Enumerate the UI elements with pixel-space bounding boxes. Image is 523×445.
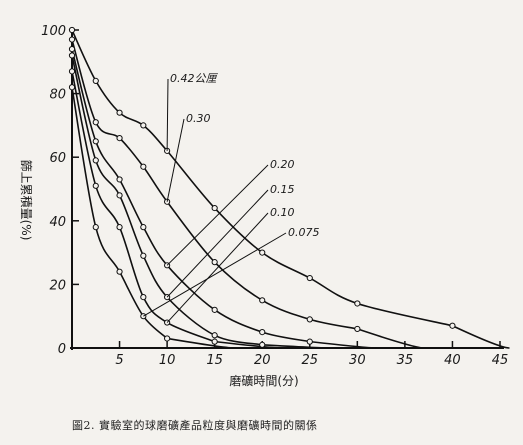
data-point: [259, 329, 266, 336]
figure-caption: 圖2. 實驗室的球磨礦產品粒度與磨礦時間的關係: [72, 419, 318, 432]
data-point: [354, 325, 361, 333]
series-label-leader: [166, 78, 169, 151]
data-point: [116, 135, 123, 142]
chart: 0 20 40 60 80 100 5 10 15 20 25 30 35 40 45 0.42公厘 0.30…: [19, 24, 510, 388]
data-point: [259, 249, 266, 256]
data-point: [306, 316, 313, 323]
data-point: [354, 300, 361, 307]
series-label: 0.42公厘: [170, 72, 218, 85]
series-label: 0.30: [186, 112, 211, 125]
y-tick-label: 60: [49, 151, 66, 166]
data-point: [92, 138, 99, 145]
x-tick-label: 30: [349, 353, 366, 368]
data-point: [211, 332, 218, 339]
data-point: [140, 294, 147, 301]
data-point: [116, 192, 123, 199]
data-point: [259, 341, 266, 348]
series-label: 0.10: [270, 206, 295, 219]
y-tick-label: 80: [49, 88, 66, 103]
x-tick-label: 45: [492, 353, 509, 368]
data-point: [92, 77, 99, 84]
data-point: [140, 122, 147, 129]
data-point: [92, 182, 99, 189]
x-tick-label: 40: [444, 353, 461, 368]
data-point: [140, 163, 147, 170]
series-label-leader: [166, 212, 269, 323]
data-point: [211, 204, 218, 212]
data-point: [259, 297, 266, 304]
series-label-leader: [143, 232, 287, 317]
series-label: 0.15: [270, 183, 295, 196]
data-point: [449, 322, 456, 329]
series-label-leader: [166, 189, 269, 298]
data-point: [68, 26, 76, 34]
data-point: [306, 338, 313, 345]
x-tick-label: 15: [206, 353, 223, 368]
data-point: [116, 109, 123, 116]
data-point: [211, 338, 218, 345]
x-axis-label: 磨礦時間(分): [229, 373, 298, 388]
x-tick-label: 20: [254, 353, 271, 368]
series-label: 0.075: [288, 226, 320, 239]
x-tick-label: 35: [397, 353, 414, 368]
series-line-2: [71, 48, 377, 349]
data-point: [68, 68, 76, 75]
data-point: [211, 306, 218, 313]
data-point: [140, 252, 147, 259]
series-label-leader: [166, 164, 269, 266]
x-tick-label: 10: [159, 353, 176, 368]
data-point: [68, 84, 76, 91]
tick-labels: 0 20 40 60 80 100 5 10 15 20 25 30 35 40 45: [41, 24, 508, 368]
data-point: [92, 157, 99, 164]
series-line-3: [71, 55, 329, 349]
series-points: [68, 26, 456, 348]
data-point: [92, 224, 99, 231]
data-point: [68, 45, 76, 53]
data-point: [116, 268, 123, 275]
x-tick-label: 25: [302, 353, 319, 368]
series-line-5: [71, 87, 234, 349]
data-point: [140, 313, 147, 320]
series-label-leader: [166, 118, 185, 202]
data-point: [116, 176, 123, 183]
data-point: [140, 224, 147, 231]
series-label: 0.20: [270, 158, 295, 171]
x-tick-label: 5: [115, 353, 123, 368]
data-point: [211, 259, 218, 266]
data-point: [306, 274, 313, 282]
data-point: [92, 119, 99, 126]
y-tick-label: 100: [41, 24, 66, 39]
data-point: [164, 335, 171, 342]
y-tick-label: 0: [58, 342, 66, 357]
series-labels: 0.42公厘 0.30 0.20 0.15 0.10 0.075: [143, 72, 320, 323]
data-point: [68, 52, 76, 59]
data-point: [116, 224, 123, 231]
y-tick-label: 40: [49, 215, 66, 230]
y-tick-label: 20: [49, 278, 66, 293]
series-line-1: [71, 39, 424, 349]
y-axis-label: 篩上累積量(%): [19, 160, 34, 241]
data-point: [68, 36, 76, 43]
